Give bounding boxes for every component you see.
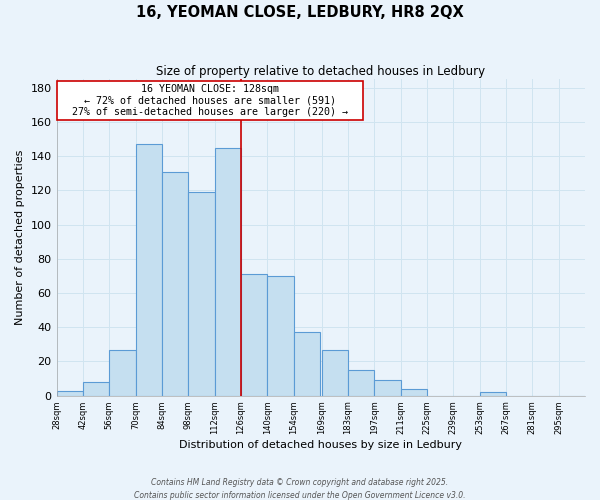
Bar — [215, 148, 241, 396]
Bar — [241, 274, 267, 396]
Bar — [322, 350, 348, 396]
Text: 16, YEOMAN CLOSE, LEDBURY, HR8 2QX: 16, YEOMAN CLOSE, LEDBURY, HR8 2QX — [136, 5, 464, 20]
Bar — [162, 172, 188, 396]
Bar — [56, 390, 83, 396]
Bar — [83, 382, 109, 396]
Bar — [479, 392, 506, 396]
Bar — [136, 144, 162, 396]
X-axis label: Distribution of detached houses by size in Ledbury: Distribution of detached houses by size … — [179, 440, 462, 450]
Bar — [348, 370, 374, 396]
Bar — [188, 192, 215, 396]
Bar — [401, 389, 427, 396]
Text: 16 YEOMAN CLOSE: 128sqm  
  ← 72% of detached houses are smaller (591)  
  27% o: 16 YEOMAN CLOSE: 128sqm ← 72% of detache… — [60, 84, 360, 117]
Text: Contains HM Land Registry data © Crown copyright and database right 2025.
Contai: Contains HM Land Registry data © Crown c… — [134, 478, 466, 500]
Bar — [109, 350, 136, 396]
Title: Size of property relative to detached houses in Ledbury: Size of property relative to detached ho… — [156, 65, 485, 78]
Bar — [293, 332, 320, 396]
Bar — [267, 276, 293, 396]
Bar — [374, 380, 401, 396]
Y-axis label: Number of detached properties: Number of detached properties — [15, 150, 25, 325]
